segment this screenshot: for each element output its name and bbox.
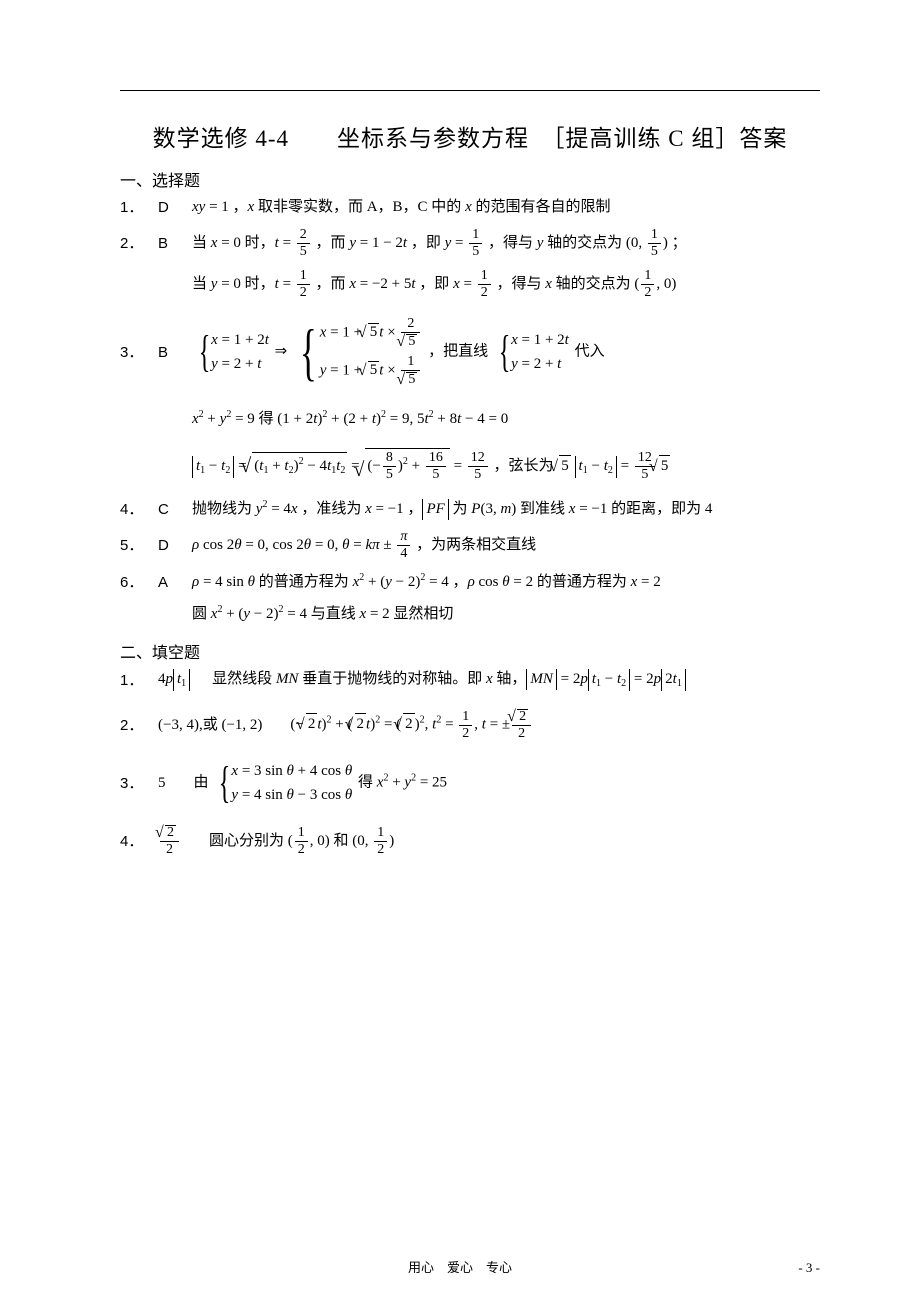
mc-num: 3．	[120, 342, 158, 363]
fill-num: 1．	[120, 670, 158, 691]
mc-ans: B	[158, 342, 192, 363]
fill-ans: 5	[158, 773, 166, 794]
mc-row-1: 1． D xy = 1 ，x 取非零实数，而 A，B，C 中的 x 的范围有各自…	[120, 197, 820, 218]
mc-row-5: 5． D ρ cos 2θ = 0, cos 2θ = 0, θ = kπ ± …	[120, 530, 820, 561]
mc-row-3c: t1 − t2 = (t1 + t2)2 − 4t1t2 = (−85)2 + …	[120, 448, 820, 484]
mc-body: xy = 1 ，x 取非零实数，而 A，B，C 中的 x 的范围有各自的限制	[192, 197, 820, 218]
doc-title: 数学选修 4-4 坐标系与参数方程 ［提高训练 C 组］答案	[120, 119, 820, 153]
fill-body: 圆心分别为 (12, 0) 和 (0, 12)	[209, 826, 820, 857]
fill-body: 显然线段 MN 垂直于抛物线的对称轴。即 x 轴，MN = 2pt1 − t2 …	[212, 669, 820, 691]
mc-row-3: 3． B {x = 1 + 2ty = 2 + t ⇒ {x = 1 + 5t …	[120, 314, 820, 390]
mc-row-2: 2． B 当 x = 0 时，t = 25 ，而 y = 1 − 2t ，即 y…	[120, 228, 820, 259]
fill-row-3: 3． 5 由 {x = 3 sin θ + 4 cos θy = 4 sin θ…	[120, 759, 820, 807]
fill-body: (−2t)2 + (2t)2 = (2)2, t2 = 12, t = ±22	[290, 709, 820, 741]
fill-row-1: 1． 4pt1 显然线段 MN 垂直于抛物线的对称轴。即 x 轴，MN = 2p…	[120, 669, 820, 691]
mc-body: 抛物线为 y2 = 4x ，准线为 x = −1 ，PF 为 P(3, m) 到…	[192, 498, 820, 520]
fill-num: 2．	[120, 715, 158, 736]
fill-row-2: 2． (−3, 4),或 (−1, 2) (−2t)2 + (2t)2 = (2…	[120, 709, 820, 741]
mc-body: t1 − t2 = (t1 + t2)2 − 4t1t2 = (−85)2 + …	[192, 448, 820, 484]
mc-row-3b: x2 + y2 = 9 得 (1 + 2t)2 + (2 + t)2 = 9, …	[120, 408, 820, 430]
mc-num: 4．	[120, 499, 158, 520]
fill-num: 4．	[120, 831, 158, 852]
section-1-heading: 一、选择题	[120, 167, 820, 191]
mc-ans: D	[158, 197, 192, 218]
mc-num: 1．	[120, 197, 158, 218]
fill-num: 3．	[120, 773, 158, 794]
top-rule	[120, 90, 820, 91]
mc-row-6: 6． A ρ = 4 sin θ 的普通方程为 x2 + (y − 2)2 = …	[120, 571, 820, 593]
mc-body: 当 y = 0 时，t = 12 ，而 x = −2 + 5t ，即 x = 1…	[192, 269, 820, 300]
fill-ans: 4pt1	[158, 669, 190, 691]
mc-ans: C	[158, 499, 192, 520]
mc-num: 6．	[120, 572, 158, 593]
mc-num: 2．	[120, 233, 158, 254]
footer-text: 用心 爱心 专心	[0, 1257, 920, 1276]
mc-body: 当 x = 0 时，t = 25 ，而 y = 1 − 2t ，即 y = 15…	[192, 228, 820, 259]
fill-ans: 22	[158, 825, 181, 857]
mc-row-6b: 圆 x2 + (y − 2)2 = 4 与直线 x = 2 显然相切	[120, 603, 820, 625]
mc-row-2b: 当 y = 0 时，t = 12 ，而 x = −2 + 5t ，即 x = 1…	[120, 269, 820, 300]
mc-body: ρ = 4 sin θ 的普通方程为 x2 + (y − 2)2 = 4 ，ρ …	[192, 571, 820, 593]
fill-body: 由 {x = 3 sin θ + 4 cos θy = 4 sin θ − 3 …	[194, 759, 821, 807]
page-content: 数学选修 4-4 坐标系与参数方程 ［提高训练 C 组］答案 一、选择题 1． …	[120, 50, 820, 867]
mc-ans: D	[158, 535, 192, 556]
section-2-heading: 二、填空题	[120, 639, 820, 663]
page-number: - 3 -	[798, 1260, 820, 1276]
mc-body: {x = 1 + 2ty = 2 + t ⇒ {x = 1 + 5t × 25y…	[192, 314, 820, 390]
mc-body: x2 + y2 = 9 得 (1 + 2t)2 + (2 + t)2 = 9, …	[192, 408, 820, 430]
mc-row-4: 4． C 抛物线为 y2 = 4x ，准线为 x = −1 ，PF 为 P(3,…	[120, 498, 820, 520]
fill-row-4: 4． 22 圆心分别为 (12, 0) 和 (0, 12)	[120, 825, 820, 857]
mc-body: 圆 x2 + (y − 2)2 = 4 与直线 x = 2 显然相切	[192, 603, 820, 625]
fill-ans: (−3, 4),或 (−1, 2)	[158, 715, 262, 736]
mc-ans: A	[158, 572, 192, 593]
mc-body: ρ cos 2θ = 0, cos 2θ = 0, θ = kπ ± π4 ，为…	[192, 530, 820, 561]
mc-ans: B	[158, 233, 192, 254]
mc-num: 5．	[120, 535, 158, 556]
